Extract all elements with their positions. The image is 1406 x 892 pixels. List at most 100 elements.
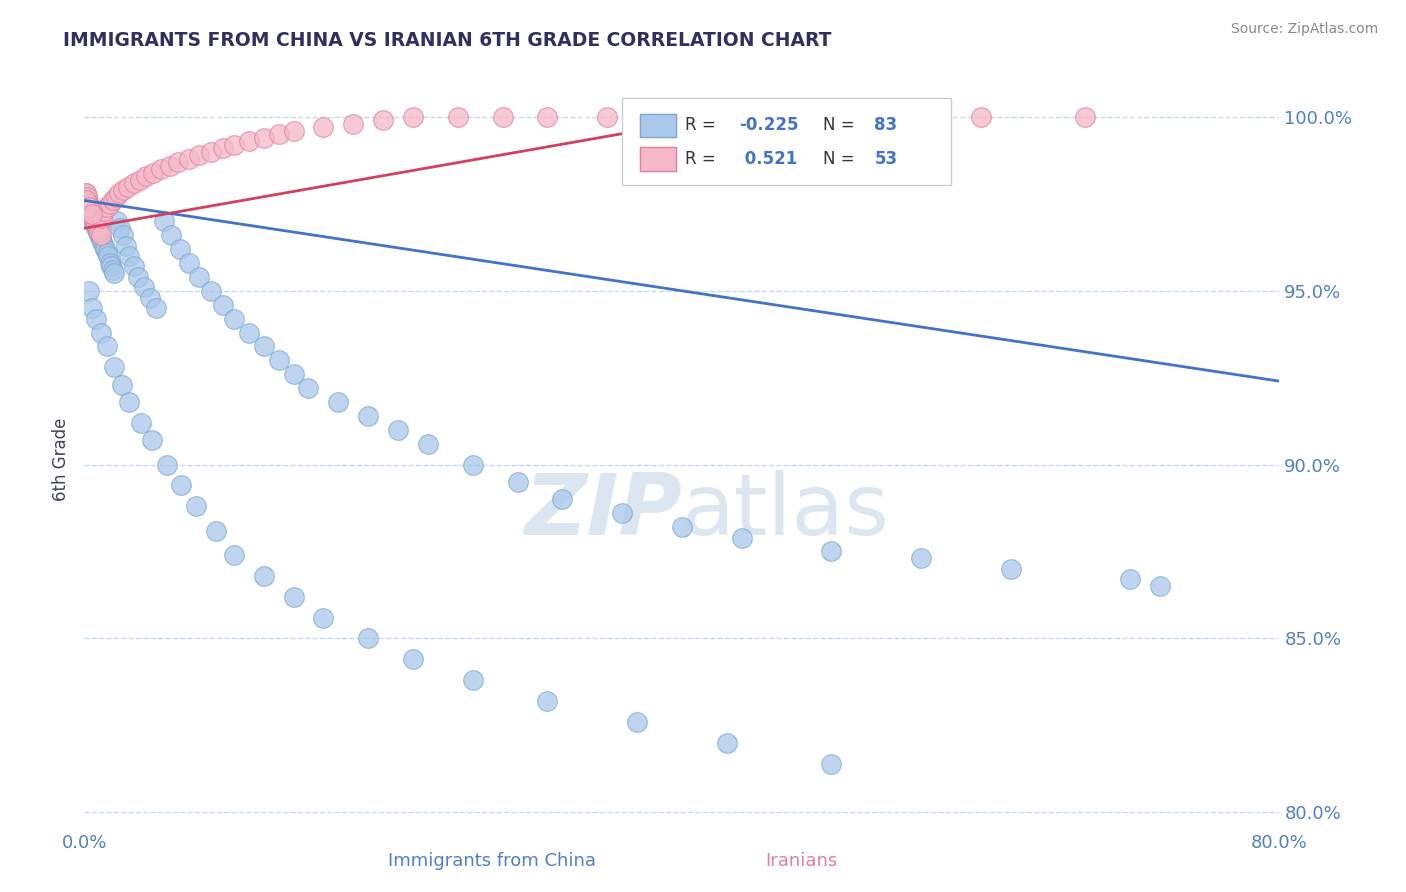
Point <box>283 368 305 382</box>
Point <box>96 245 118 260</box>
Point <box>135 169 157 183</box>
Point <box>160 228 183 243</box>
Point <box>77 200 100 214</box>
Point <box>297 381 319 395</box>
Text: 0.521: 0.521 <box>740 150 797 168</box>
Point <box>267 353 290 368</box>
Point <box>186 500 208 514</box>
Point <box>177 256 200 270</box>
Point <box>910 551 932 566</box>
Point <box>177 152 200 166</box>
Point <box>90 326 112 340</box>
Point <box>253 339 276 353</box>
Point <box>267 128 290 142</box>
Point <box>283 590 305 604</box>
Point <box>122 260 145 274</box>
Point <box>626 714 648 729</box>
Point <box>461 458 484 472</box>
Point <box>86 218 108 232</box>
Point <box>461 673 484 687</box>
FancyBboxPatch shape <box>623 98 950 186</box>
Point <box>97 249 120 263</box>
Point <box>222 137 245 152</box>
Text: N =: N = <box>823 150 860 168</box>
Point <box>820 756 842 771</box>
Point <box>387 423 409 437</box>
Point <box>142 166 165 180</box>
Point <box>87 221 110 235</box>
Point <box>129 416 152 430</box>
Point <box>357 632 380 646</box>
Point <box>115 238 138 252</box>
Point <box>1074 110 1097 124</box>
Point <box>551 492 574 507</box>
Point <box>103 267 125 281</box>
Point <box>152 214 174 228</box>
Point <box>238 326 260 340</box>
Point <box>118 395 141 409</box>
Point <box>82 214 104 228</box>
Point <box>93 238 115 252</box>
Point <box>80 301 103 315</box>
Point <box>731 531 754 545</box>
Point <box>76 190 98 204</box>
Bar <box>640 147 676 170</box>
Point <box>790 110 813 124</box>
Point <box>80 207 103 221</box>
Point <box>76 190 98 204</box>
Point <box>536 694 558 708</box>
Point <box>77 200 100 214</box>
Point <box>77 197 100 211</box>
Point <box>89 228 111 243</box>
Point <box>188 148 211 162</box>
Point <box>80 211 103 225</box>
Point <box>200 284 222 298</box>
Point <box>101 194 124 208</box>
Point <box>416 436 439 450</box>
Point <box>655 110 678 124</box>
Point <box>342 117 364 131</box>
Bar <box>640 113 676 137</box>
Point <box>312 120 335 135</box>
Point <box>328 395 350 409</box>
Point <box>312 610 335 624</box>
Point <box>79 207 101 221</box>
Point <box>212 298 235 312</box>
Point <box>200 145 222 159</box>
Point <box>86 311 108 326</box>
Point <box>139 291 162 305</box>
Point <box>253 131 276 145</box>
Point <box>91 211 114 225</box>
Point <box>492 110 515 124</box>
Point <box>1119 572 1142 586</box>
Point <box>117 179 139 194</box>
Point <box>94 242 117 256</box>
Point <box>82 211 104 225</box>
Point <box>75 186 97 201</box>
Point <box>111 377 134 392</box>
Point <box>118 249 141 263</box>
Point <box>91 235 114 249</box>
Point <box>122 176 145 190</box>
Bar <box>640 113 676 137</box>
Point <box>127 269 149 284</box>
Text: Iranians: Iranians <box>765 852 838 870</box>
Text: R =: R = <box>686 117 721 135</box>
Point <box>98 197 121 211</box>
Text: -0.225: -0.225 <box>740 117 799 135</box>
Point <box>87 225 110 239</box>
Point <box>128 172 150 186</box>
Point <box>96 200 118 214</box>
Point <box>716 110 738 124</box>
Point <box>83 214 105 228</box>
Point <box>880 110 903 124</box>
Point <box>145 301 167 315</box>
Point <box>167 155 190 169</box>
Point <box>93 203 115 218</box>
Point <box>98 256 121 270</box>
Point <box>83 218 105 232</box>
Text: IMMIGRANTS FROM CHINA VS IRANIAN 6TH GRADE CORRELATION CHART: IMMIGRANTS FROM CHINA VS IRANIAN 6TH GRA… <box>63 31 832 50</box>
Point <box>612 506 634 520</box>
Point <box>110 221 132 235</box>
Point <box>716 736 738 750</box>
